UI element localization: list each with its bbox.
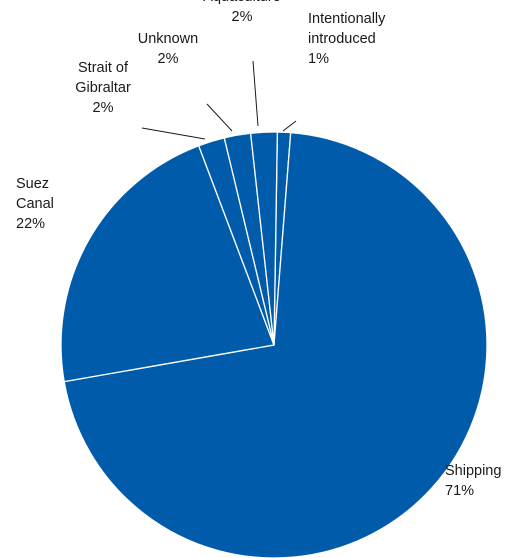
data-label: Suez Canal 22% bbox=[16, 176, 54, 232]
leader-line bbox=[282, 120, 297, 132]
leader-line bbox=[252, 60, 259, 127]
data-label: Aquaculture2% bbox=[203, 0, 280, 25]
data-label: Strait of Gibraltar 2% bbox=[75, 60, 131, 116]
data-label: Unknown 2% bbox=[138, 31, 198, 67]
slice-aquaculture bbox=[249, 131, 279, 346]
leader-line bbox=[141, 127, 206, 140]
leader-line bbox=[206, 103, 233, 132]
slice-shipping bbox=[63, 131, 488, 558]
data-label: Shipping 71% bbox=[445, 463, 501, 499]
data-label: Intentionally introduced 1% bbox=[308, 11, 386, 67]
slice-labels: Intentionally introduced 1% Shipping 71% Suez… bbox=[16, 0, 501, 499]
leader-lines bbox=[141, 60, 297, 140]
pie-slices bbox=[60, 131, 488, 558]
